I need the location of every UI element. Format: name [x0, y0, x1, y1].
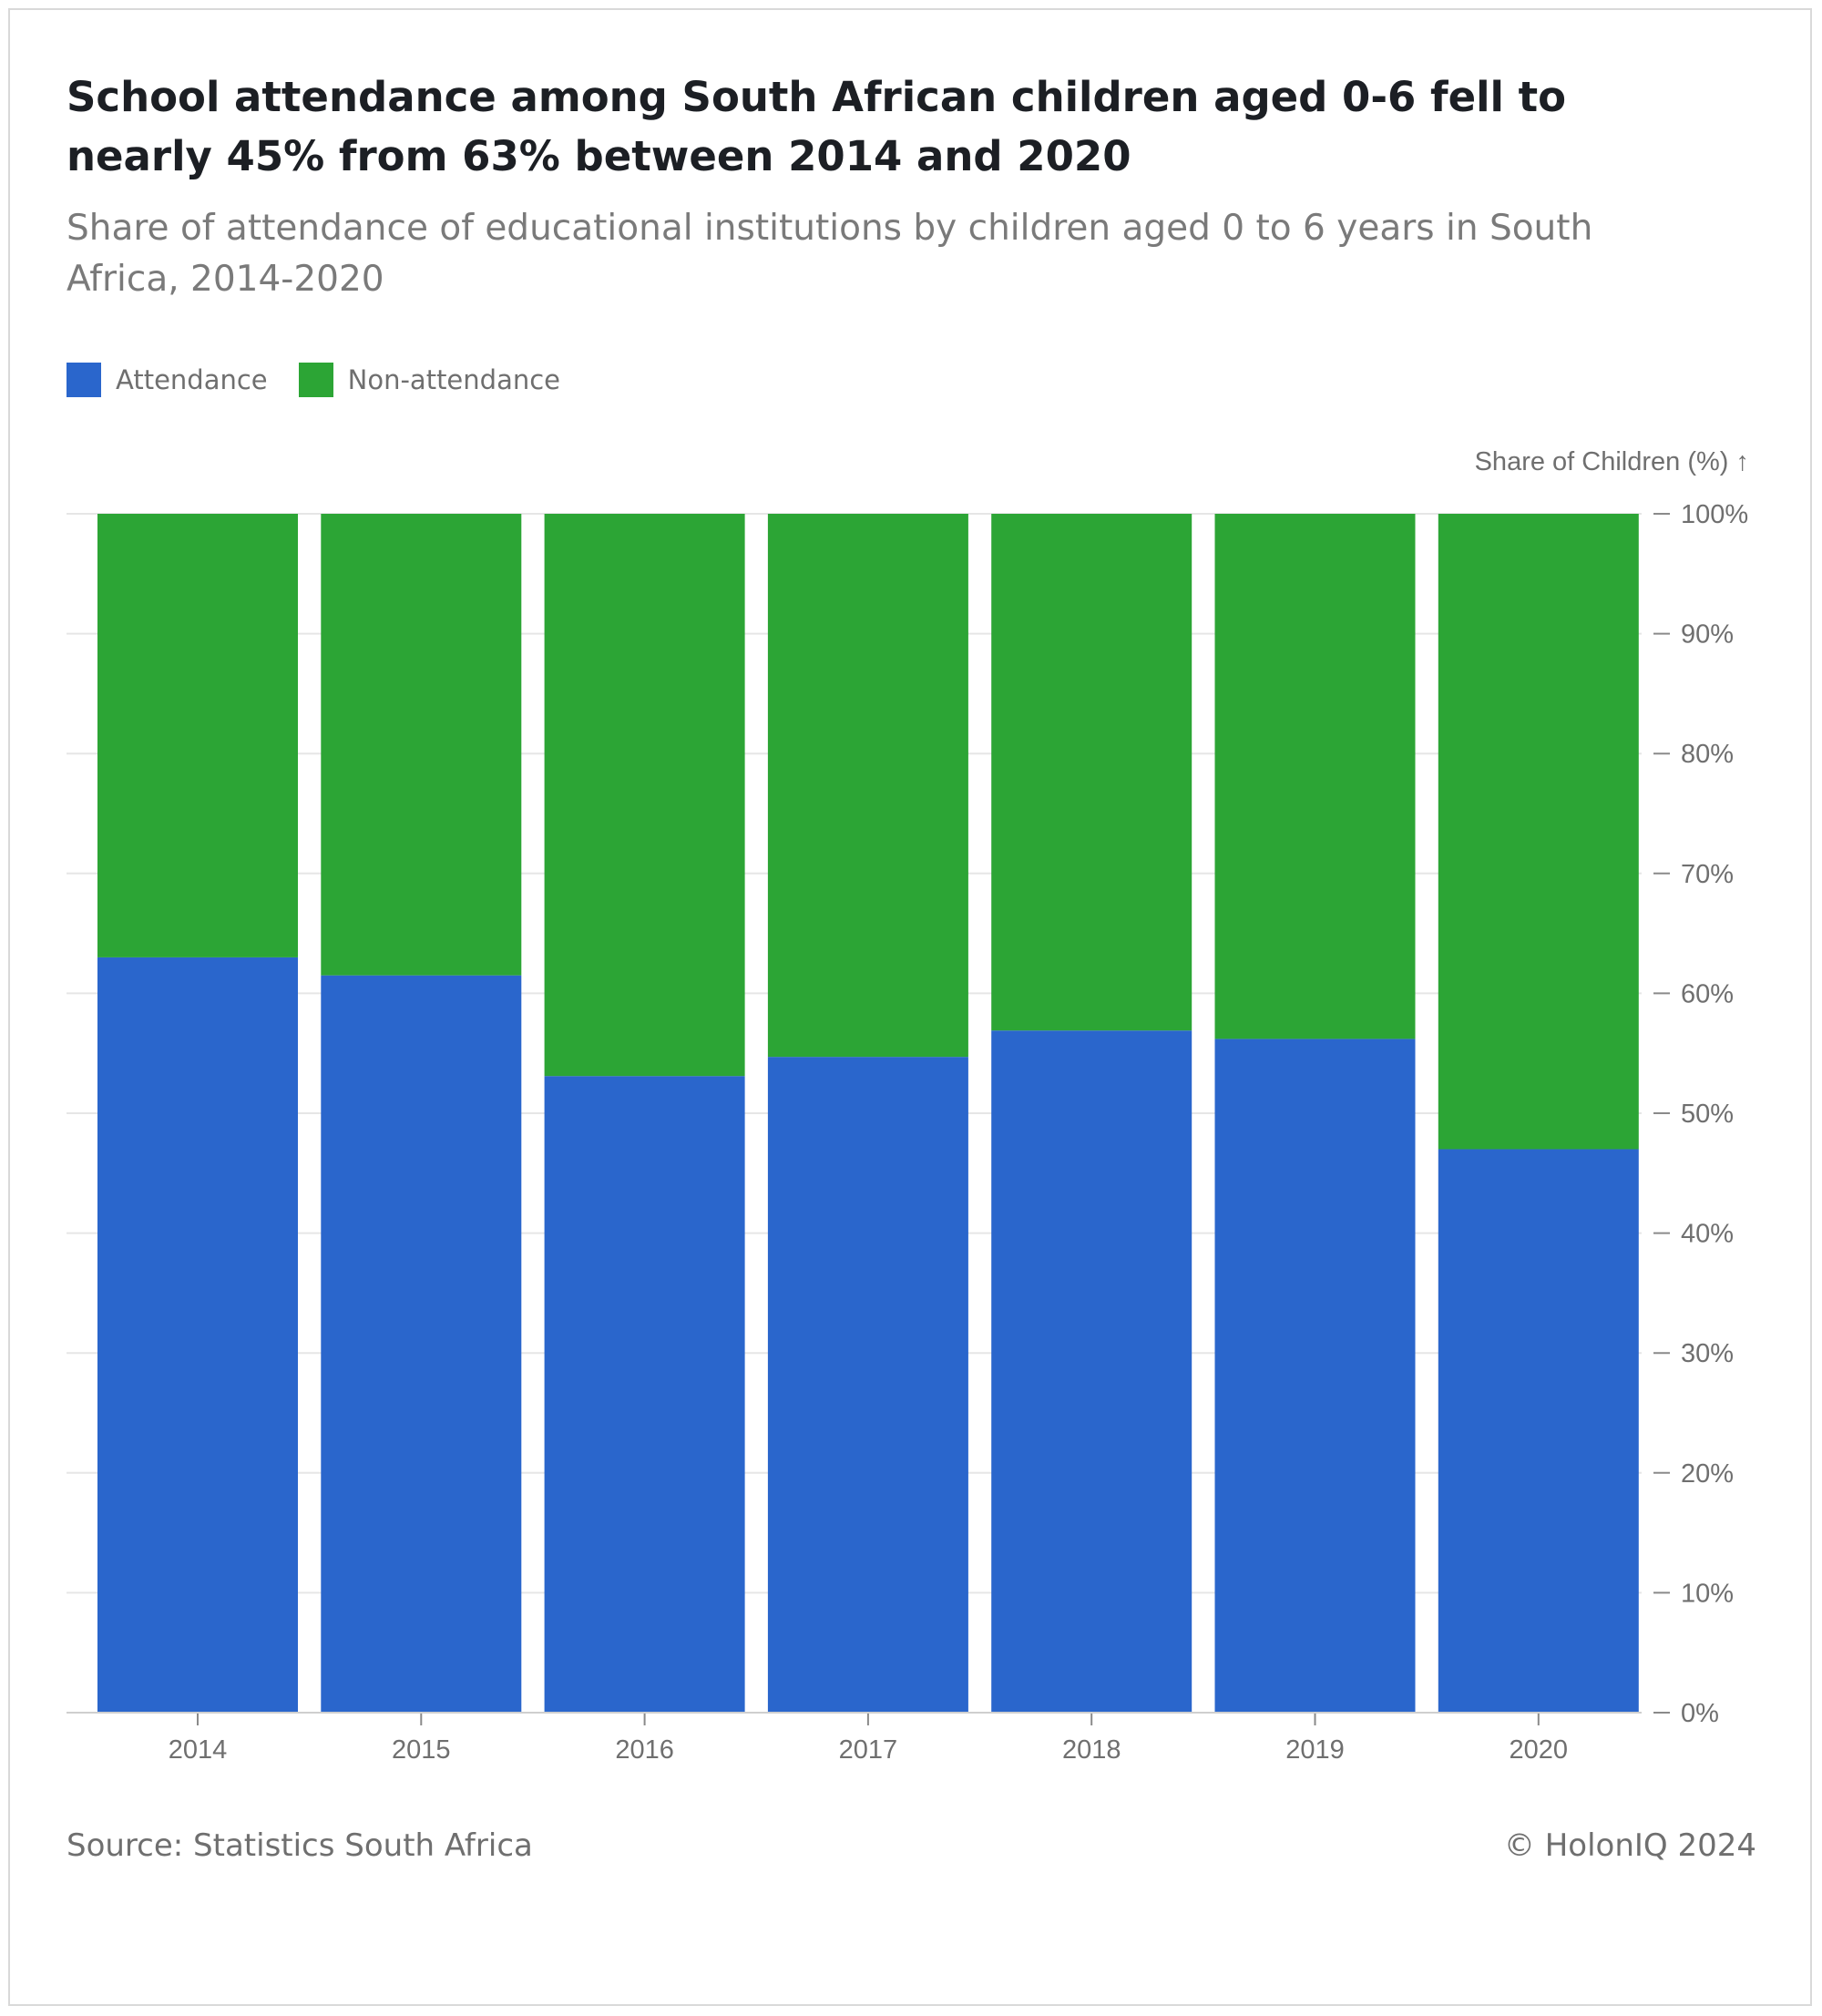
- y-tick-label: 40%: [1681, 1220, 1734, 1249]
- bar-attendance-2014: [97, 957, 298, 1713]
- y-tick-label: 60%: [1681, 979, 1734, 1008]
- y-tick-label: 10%: [1681, 1579, 1734, 1608]
- bar-attendance-2019: [1214, 1039, 1416, 1713]
- legend-label-attendance: Attendance: [116, 364, 268, 395]
- x-tick-label: 2018: [1062, 1735, 1121, 1765]
- bar-attendance-2016: [544, 1076, 745, 1713]
- bar-attendance-2020: [1438, 1149, 1639, 1713]
- bar-non-attendance-2019: [1214, 514, 1416, 1039]
- y-tick-label: 100%: [1681, 500, 1748, 529]
- x-tick-label: 2020: [1510, 1735, 1569, 1765]
- x-tick-label: 2016: [615, 1735, 674, 1765]
- source-note: Source: Statistics South Africa: [67, 1827, 533, 1864]
- y-tick-label: 0%: [1681, 1699, 1719, 1728]
- bar-attendance-2015: [321, 975, 522, 1713]
- bar-non-attendance-2016: [544, 514, 745, 1077]
- y-axis-label: Share of Children (%) ↑: [1475, 447, 1749, 476]
- chart-title: School attendance among South African ch…: [67, 73, 1567, 180]
- bar-non-attendance-2020: [1438, 514, 1639, 1150]
- bar-attendance-2017: [767, 1057, 968, 1713]
- y-tick-label: 80%: [1681, 740, 1734, 769]
- legend-swatch-attendance: [67, 363, 101, 397]
- bar-attendance-2018: [991, 1030, 1192, 1713]
- y-tick-label: 30%: [1681, 1339, 1734, 1368]
- y-tick-label: 50%: [1681, 1100, 1734, 1129]
- copyright-note: © HolonIQ 2024: [1503, 1827, 1756, 1864]
- x-tick-label: 2014: [169, 1735, 228, 1765]
- x-tick-label: 2015: [392, 1735, 451, 1765]
- x-tick-label: 2017: [839, 1735, 898, 1765]
- y-tick-label: 20%: [1681, 1459, 1734, 1489]
- legend-item-attendance[interactable]: Attendance: [67, 363, 268, 397]
- x-tick-label: 2019: [1285, 1735, 1345, 1765]
- bar-non-attendance-2018: [991, 514, 1192, 1031]
- y-tick-label: 70%: [1681, 860, 1734, 889]
- legend-swatch-non-attendance: [298, 363, 333, 397]
- legend: Attendance Non-attendance: [67, 362, 591, 398]
- bar-non-attendance-2014: [97, 514, 298, 957]
- y-tick-label: 90%: [1681, 620, 1734, 650]
- legend-label-non-attendance: Non-attendance: [347, 364, 560, 395]
- bar-non-attendance-2017: [767, 514, 968, 1058]
- chart-subtitle: Share of attendance of educational insti…: [67, 208, 1593, 300]
- legend-item-non-attendance[interactable]: Non-attendance: [298, 363, 560, 397]
- bar-non-attendance-2015: [321, 514, 522, 976]
